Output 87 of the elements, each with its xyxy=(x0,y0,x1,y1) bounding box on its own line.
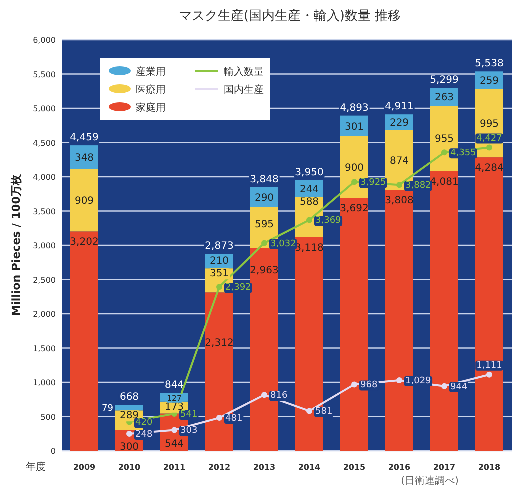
data-label: 351 xyxy=(210,268,230,280)
data-label: 303 xyxy=(180,426,198,436)
data-label: 541 xyxy=(180,410,198,420)
data-label: 816 xyxy=(270,391,288,402)
data-label: 210 xyxy=(210,256,230,268)
data-label: 544 xyxy=(164,439,184,450)
x-axis-title: 年度 xyxy=(26,461,46,473)
total-label: 668 xyxy=(120,392,140,404)
data-label: 4,427 xyxy=(476,134,502,144)
x-tick-label: 2009 xyxy=(73,463,96,472)
data-label: 1,111 xyxy=(476,360,502,371)
data-label: 3,808 xyxy=(385,196,414,207)
data-label: 909 xyxy=(74,196,94,207)
y-tick-label: 1,500 xyxy=(33,344,56,354)
y-tick-label: 5,500 xyxy=(33,70,56,80)
y-tick-label: 0 xyxy=(50,447,56,456)
data-label: 2,963 xyxy=(250,266,279,277)
x-tick-label: 2018 xyxy=(478,463,502,472)
data-label: 263 xyxy=(434,92,454,104)
legend-label: 輸入数量 xyxy=(224,66,264,78)
y-tick-label: 500 xyxy=(40,412,56,422)
y-tick-label: 2,500 xyxy=(33,276,56,285)
data-label: 944 xyxy=(450,382,468,392)
total-label: 844 xyxy=(164,380,184,392)
data-label: 3,118 xyxy=(295,242,324,254)
total-label: 3,848 xyxy=(250,174,279,186)
data-label: 4,081 xyxy=(430,176,459,188)
data-label: 348 xyxy=(74,153,94,164)
legend-label: 医療用 xyxy=(136,84,166,96)
data-label: 3,202 xyxy=(70,237,99,248)
data-label: 420 xyxy=(136,418,153,428)
data-label: 4,284 xyxy=(475,163,504,174)
y-tick-label: 4,500 xyxy=(33,138,56,148)
y-tick-label: 3,500 xyxy=(33,207,56,216)
data-label: 581 xyxy=(316,407,333,418)
data-label: 1,029 xyxy=(406,376,432,387)
total-label: 5,538 xyxy=(475,58,504,70)
data-label: 3,882 xyxy=(406,181,432,192)
y-tick-label: 2,000 xyxy=(33,310,56,319)
x-tick-label: 2010 xyxy=(118,463,142,472)
total-label: 4,893 xyxy=(340,102,369,114)
data-label: 900 xyxy=(344,162,364,174)
y-axis-title: Million Pieces / 100万枚 xyxy=(10,174,23,316)
data-label: 874 xyxy=(390,156,410,167)
total-label: 2,873 xyxy=(205,241,234,252)
y-tick-label: 1,000 xyxy=(33,378,56,388)
x-tick-label: 2014 xyxy=(298,463,322,472)
data-label: 968 xyxy=(360,380,378,391)
total-label: 4,459 xyxy=(70,132,99,144)
data-label: 3,032 xyxy=(270,239,296,250)
legend-label: 家庭用 xyxy=(136,102,166,114)
x-tick-label: 2012 xyxy=(208,463,231,472)
data-label: 300 xyxy=(120,442,140,453)
data-label: 595 xyxy=(254,219,274,230)
x-tick-label: 2016 xyxy=(388,463,412,472)
y-tick-label: 6,000 xyxy=(33,36,56,45)
x-tick-label: 2011 xyxy=(163,463,186,472)
y-tick-label: 4,000 xyxy=(33,173,56,182)
data-label: 229 xyxy=(390,118,410,130)
data-label: 79 xyxy=(102,404,114,414)
total-label: 3,950 xyxy=(295,167,324,178)
data-label: 588 xyxy=(300,197,320,208)
data-label: 259 xyxy=(480,76,500,88)
text: (日衛連調べ) xyxy=(401,475,459,487)
data-label: 244 xyxy=(300,184,320,196)
data-label: 301 xyxy=(344,122,364,133)
legend-label: 国内生産 xyxy=(224,84,264,96)
y-tick-label: 5,000 xyxy=(33,104,56,114)
data-label: 2,392 xyxy=(226,283,252,294)
y-tick-label: 3,000 xyxy=(33,242,56,250)
chart-title: マスク生産(国内生産・輸入)数量 推移 xyxy=(178,8,402,24)
data-label: 995 xyxy=(480,118,500,130)
total-label: 5,299 xyxy=(430,75,459,86)
x-tick-label: 2015 xyxy=(343,463,366,472)
data-label: 2,312 xyxy=(205,338,234,350)
data-label: 3,369 xyxy=(316,216,342,226)
data-label: 955 xyxy=(434,134,454,146)
data-label: 3,692 xyxy=(340,204,369,215)
x-tick-label: 2013 xyxy=(253,463,276,472)
data-label: 3,925 xyxy=(360,178,386,188)
data-label: 4,355 xyxy=(450,148,476,159)
x-tick-label: 2017 xyxy=(433,463,456,472)
data-label: 290 xyxy=(254,192,274,204)
total-label: 4,911 xyxy=(385,102,414,113)
legend-label: 産業用 xyxy=(136,66,166,78)
data-label: 248 xyxy=(136,430,153,440)
data-label: 481 xyxy=(226,414,243,424)
